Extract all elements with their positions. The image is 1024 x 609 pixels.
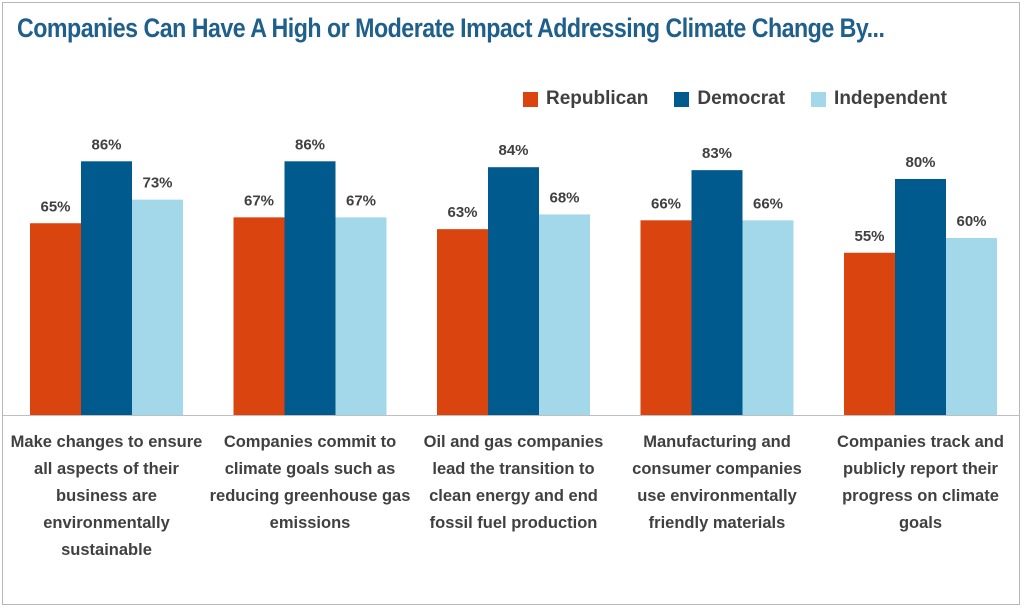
- legend: Republican Democrat Independent: [522, 88, 947, 110]
- data-label-democrat: 80%: [905, 154, 935, 171]
- category-label: Companies commit to climate goals such as…: [210, 433, 411, 532]
- legend-item-republican: Republican: [522, 88, 649, 110]
- category-label: Companies track and publicly report their…: [837, 433, 1004, 532]
- data-label-republican: 66%: [651, 195, 681, 212]
- data-label-independent: 73%: [142, 175, 172, 192]
- bar-republican: [30, 223, 81, 415]
- bar-republican: [437, 229, 488, 415]
- data-label-republican: 65%: [40, 198, 70, 215]
- bar-democrat: [81, 161, 132, 415]
- bar-independent: [742, 220, 794, 415]
- bar-republican: [640, 220, 692, 415]
- data-label-republican: 67%: [244, 192, 274, 209]
- data-label-republican: 55%: [854, 228, 884, 245]
- legend-label-republican: Republican: [545, 88, 649, 109]
- legend-label-democrat: Democrat: [697, 88, 786, 109]
- bar-independent: [132, 199, 183, 415]
- category-label: Oil and gas companies lead the transition…: [424, 433, 604, 532]
- legend-swatch-democrat: [674, 91, 690, 107]
- legend-item-democrat: Democrat: [674, 88, 785, 110]
- legend-swatch-republican: [522, 91, 538, 107]
- data-label-democrat: 84%: [498, 142, 528, 159]
- bar-democrat: [895, 179, 946, 415]
- bar-democrat: [488, 167, 539, 415]
- legend-label-independent: Independent: [834, 88, 947, 109]
- bar-independent: [335, 217, 387, 415]
- data-label-independent: 60%: [956, 213, 986, 230]
- bar-independent: [946, 238, 997, 415]
- chart-title: Companies Can Have A High or Moderate Im…: [17, 13, 885, 43]
- data-label-independent: 68%: [549, 189, 579, 206]
- bar-republican: [844, 252, 895, 415]
- bar-independent: [539, 214, 590, 415]
- data-label-democrat: 83%: [702, 145, 732, 162]
- legend-item-independent: Independent: [811, 88, 947, 110]
- bar-democrat: [284, 161, 336, 415]
- data-label-democrat: 86%: [91, 136, 121, 153]
- bar-republican: [233, 217, 285, 415]
- bar-democrat: [691, 170, 743, 415]
- data-label-democrat: 86%: [295, 136, 325, 153]
- data-label-independent: 66%: [753, 195, 783, 212]
- category-label: Make changes to ensure all aspects of the…: [11, 433, 203, 559]
- legend-swatch-independent: [811, 91, 827, 107]
- data-label-independent: 67%: [346, 192, 376, 209]
- data-label-republican: 63%: [447, 204, 477, 221]
- category-label: Manufacturing and consumer companies use e…: [632, 433, 802, 532]
